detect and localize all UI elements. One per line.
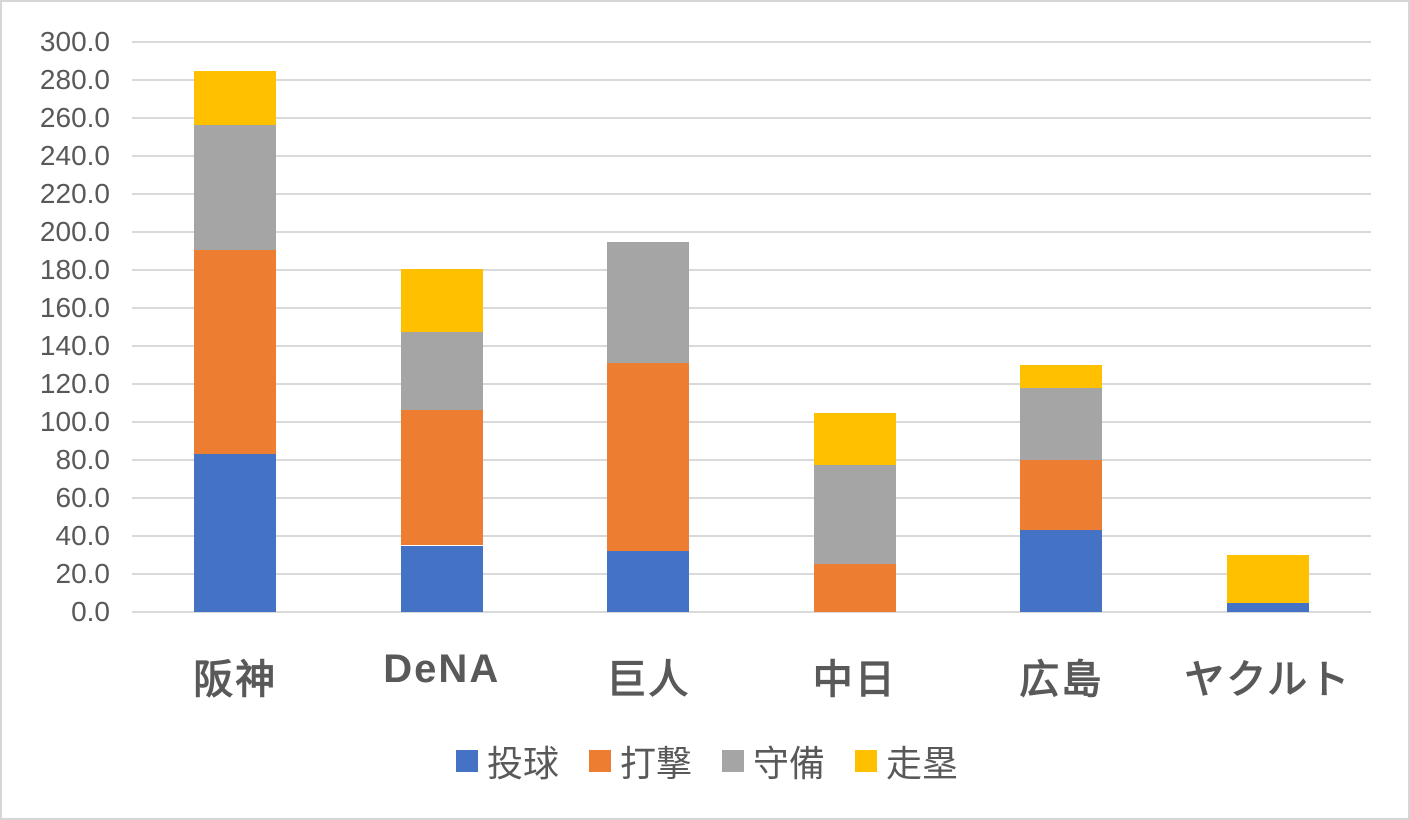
y-axis-tick-label: 120.0 (39, 368, 110, 399)
gridline (132, 611, 1371, 613)
y-axis-tick-label: 140.0 (39, 330, 110, 361)
bar-segment-巨人-守備 (607, 242, 690, 364)
gridline (132, 573, 1371, 575)
bar-segment-広島-投球 (1020, 530, 1103, 612)
legend-label: 打撃 (619, 743, 692, 784)
y-axis-tick-label: 180.0 (39, 254, 110, 285)
gridline (132, 383, 1371, 385)
x-axis-category-label: 阪神 (193, 658, 278, 702)
bar-segment-DeNA-守備 (400, 331, 483, 410)
bar-segment-巨人-打撃 (607, 363, 690, 552)
legend-item-打撃: 打撃 (588, 735, 692, 787)
legend-label: 投球 (486, 743, 559, 784)
y-axis-tick-label: 20.0 (55, 558, 111, 589)
bar-segment-DeNA-走塁 (400, 269, 483, 332)
bar-segment-中日-守備 (813, 464, 896, 564)
bar-segment-阪神-守備 (194, 124, 277, 251)
legend-item-走塁: 走塁 (855, 735, 958, 787)
bar-segment-広島-守備 (1020, 387, 1103, 460)
legend-label: 走塁 (886, 743, 959, 784)
gridline (132, 459, 1371, 461)
legend-label: 守備 (753, 743, 826, 784)
x-axis-category-label: ヤクルト (1184, 658, 1352, 702)
bar-segment-中日-走塁 (813, 412, 896, 465)
bar-segment-巨人-投球 (607, 551, 690, 612)
bar-segment-広島-走塁 (1020, 365, 1103, 388)
gridline (132, 497, 1371, 499)
bar-segment-広島-打撃 (1020, 460, 1103, 531)
bar-segment-DeNA-打撃 (400, 409, 483, 546)
gridline (132, 155, 1371, 157)
y-axis-tick-label: 160.0 (39, 292, 110, 323)
bar-segment-ヤクルト-走塁 (1226, 555, 1309, 603)
y-axis-tick-label: 260.0 (39, 102, 110, 133)
bar-segment-中日-打撃 (813, 563, 896, 612)
y-axis-tick-label: 240.0 (39, 140, 110, 171)
x-axis-category-label: DeNA (383, 647, 501, 691)
y-axis-tick-label: 200.0 (39, 216, 110, 247)
y-axis-tick-label: 0.0 (71, 596, 110, 627)
bar-segment-DeNA-投球 (400, 545, 483, 612)
gridline (132, 193, 1371, 195)
legend: 投球 打撃 守備 走塁 (2, 735, 1408, 787)
x-axis-category-label: 広島 (1019, 658, 1104, 702)
bar-segment-阪神-打撃 (194, 250, 277, 455)
legend-swatch-icon (855, 750, 878, 772)
y-axis-tick-label: 300.0 (39, 26, 110, 57)
legend-item-守備: 守備 (722, 735, 825, 787)
y-axis-tick-label: 40.0 (55, 520, 111, 551)
gridline (132, 535, 1371, 537)
legend-swatch-icon (588, 750, 611, 772)
y-axis-tick-label: 80.0 (55, 444, 111, 475)
y-axis-tick-label: 280.0 (39, 64, 110, 95)
gridline (132, 269, 1371, 271)
bar-segment-阪神-走塁 (194, 71, 277, 125)
gridline (132, 41, 1371, 43)
gridline (132, 231, 1371, 233)
legend-swatch-icon (722, 750, 744, 772)
x-axis-category-label: 巨人 (606, 658, 691, 702)
x-axis-category-label: 中日 (812, 658, 897, 702)
gridline (132, 307, 1371, 309)
bar-segment-阪神-投球 (194, 454, 277, 612)
legend-swatch-icon (455, 750, 478, 772)
y-axis-tick-label: 100.0 (39, 406, 110, 437)
bar-segment-ヤクルト-投球 (1226, 602, 1309, 612)
y-axis-tick-label: 60.0 (55, 482, 111, 513)
gridline (132, 117, 1371, 119)
gridline (132, 421, 1371, 423)
y-axis-tick-label: 220.0 (39, 178, 110, 209)
gridline (132, 79, 1371, 81)
gridline (132, 345, 1371, 347)
legend-item-投球: 投球 (455, 735, 559, 787)
